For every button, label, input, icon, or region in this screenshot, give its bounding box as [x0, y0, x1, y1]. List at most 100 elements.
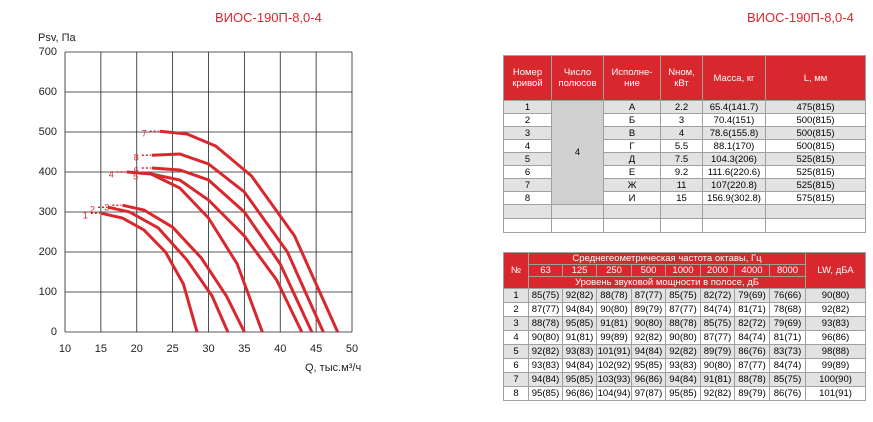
cell: 500(815) — [765, 139, 866, 153]
header-cell: № — [503, 252, 529, 289]
cell: 85(75) — [700, 316, 735, 331]
cell: 85(75) — [665, 288, 701, 303]
header-cell: 250 — [596, 264, 632, 277]
fan-curve — [122, 203, 246, 333]
cell — [503, 218, 552, 233]
cell — [603, 218, 661, 233]
curve-label: 5 — [133, 171, 138, 181]
row: 6 93(83) 94(84) 102(92) 95(85) 93(83) 90(80) 87… — [503, 358, 867, 373]
curve-label: 7 — [142, 129, 147, 139]
y-tick-label: 200 — [39, 246, 57, 258]
cell: 525(815) — [765, 178, 866, 192]
cell: 81(71) — [734, 302, 770, 317]
x-tick-label: 45 — [310, 343, 322, 355]
fan-curve — [150, 172, 304, 333]
cell: 5.5 — [660, 139, 703, 153]
cell: 92(82) — [665, 344, 701, 359]
header-cell: Nном, кВт — [660, 55, 703, 101]
cell: 91(81) — [700, 372, 735, 387]
cell: 2.2 — [660, 100, 703, 114]
x-tick-label: 20 — [131, 343, 143, 355]
cell: 104(94) — [596, 386, 632, 401]
cell: 15 — [660, 191, 703, 205]
row: 6 Е 9.2 111.6(220.6) 525(815) — [503, 165, 866, 179]
cell — [503, 204, 552, 219]
cell: 90(80) — [700, 358, 735, 373]
cell: 475(815) — [765, 100, 866, 114]
cell: 92(82) — [562, 288, 597, 303]
cell: 91(81) — [596, 316, 632, 331]
cell: 92(82) — [700, 386, 735, 401]
cell: 7 — [503, 178, 552, 192]
row: 2 Б 3 70.4(151) 500(815) — [503, 113, 866, 127]
cell: 11 — [660, 178, 703, 192]
header-cell: Номер кривой — [503, 55, 552, 101]
header-cell: 125 — [562, 264, 597, 277]
row: 8 95(85) 96(86) 104(94) 97(87) 95(85) 92(82) 89… — [503, 386, 867, 401]
cell: 95(85) — [665, 386, 701, 401]
x-tick-label: 25 — [167, 343, 179, 355]
row: 5 92(82) 93(83) 101(91) 94(84) 92(82) 89(79) 86… — [503, 344, 867, 359]
cell: 4 — [660, 126, 703, 140]
cell: 3 — [503, 316, 529, 331]
header-cell: 2000 — [700, 264, 735, 277]
row: Номер кривой Число полюсов Исполне-ние Nном… — [503, 55, 866, 101]
fan-curve — [107, 205, 230, 333]
cell: 7 — [503, 372, 529, 387]
y-tick-label: 500 — [39, 126, 57, 138]
fan-curve — [151, 152, 325, 333]
cell: 8 — [503, 386, 529, 401]
cell: 70.4(151) — [702, 113, 766, 127]
cell: 89(79) — [631, 302, 666, 317]
spec-table: Номер кривой Число полюсов Исполне-ние Nном… — [503, 55, 866, 233]
fan-curve — [159, 129, 340, 333]
cell: 6 — [503, 358, 529, 373]
cell — [551, 204, 604, 219]
cell: 2 — [503, 302, 529, 317]
y-tick-label: 400 — [39, 166, 57, 178]
row: Уровень звуковой мощности в полосе, дБ — [504, 276, 866, 289]
cell: 500(815) — [765, 126, 866, 140]
y-tick-label: 600 — [39, 86, 57, 98]
header-cell: 4000 — [734, 264, 770, 277]
cell: 100(90) — [805, 372, 867, 387]
cell: 88(78) — [734, 372, 770, 387]
cell: 94(84) — [562, 302, 597, 317]
cell: 90(80) — [528, 330, 563, 345]
cell: 92(82) — [631, 330, 666, 345]
header-cell: Исполне-ние — [603, 55, 661, 101]
cell: 96(86) — [562, 386, 597, 401]
curve-label: 8 — [134, 153, 139, 163]
cell: 525(815) — [765, 152, 866, 166]
cell: 87(77) — [700, 330, 735, 345]
cell: 89(79) — [700, 344, 735, 359]
cell: 9.2 — [660, 165, 703, 179]
cell: 91(81) — [562, 330, 597, 345]
cell: И — [603, 191, 661, 205]
header-cell: 500 — [631, 264, 666, 277]
cell: 3 — [660, 113, 703, 127]
x-axis-label: Q, тыс.м³/ч — [305, 362, 361, 374]
row: 1 4 А 2.2 65.4(141.7) 475(815) — [503, 100, 866, 205]
cell: 4 — [503, 139, 552, 153]
cell: 3 — [503, 126, 552, 140]
cell: 525(815) — [765, 165, 866, 179]
cell — [603, 204, 661, 219]
curve-label: 2 — [90, 205, 95, 215]
cell: 101(91) — [596, 344, 632, 359]
cell: 87(77) — [528, 302, 563, 317]
cell: 90(80) — [805, 288, 867, 303]
header-cell: Уровень звуковой мощности в полосе, дБ — [527, 276, 807, 289]
y-tick-label: 300 — [39, 206, 57, 218]
cell: 97(87) — [631, 386, 666, 401]
cell: 2 — [503, 113, 552, 127]
noise-table: № Среднегеометрическая частота октавы, Гц… — [503, 252, 867, 401]
y-tick-label: 0 — [51, 326, 57, 338]
cell: 95(85) — [562, 372, 597, 387]
cell: 87(77) — [734, 358, 770, 373]
cell: 111.6(220.6) — [702, 165, 766, 179]
header-cell: L, мм — [765, 55, 866, 101]
cell: 1 — [503, 100, 552, 114]
cell: 575(815) — [765, 191, 866, 205]
